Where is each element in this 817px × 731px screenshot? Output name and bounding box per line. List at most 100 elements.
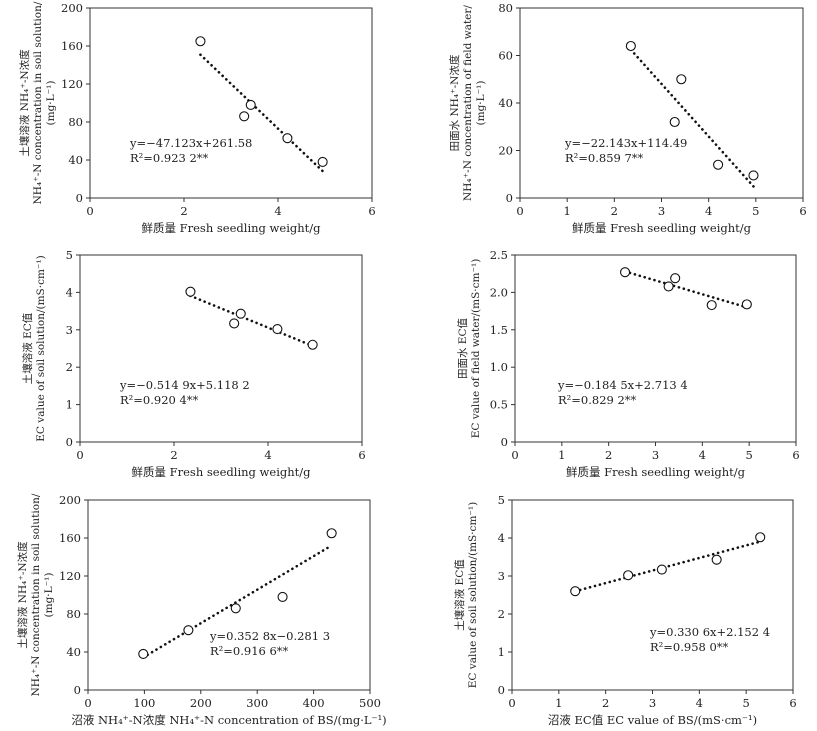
y-tick-label: 0 xyxy=(76,191,83,205)
chart-panel-5: 0 100 200 300 400 500 0 40 80 120 160 200 沼液 NH₄⁺-N浓… xyxy=(16,493,387,727)
y-axis-label: EC value of field water/(mS·cm⁻¹) xyxy=(470,259,482,439)
y-axis-label: NH₄⁺-N concentration in soil solution/ xyxy=(30,493,42,696)
data-point xyxy=(570,586,581,597)
data-point xyxy=(138,648,149,659)
x-tick-label: 0 xyxy=(86,204,93,218)
y-tick-label: 1.0 xyxy=(490,360,508,374)
data-point xyxy=(620,267,631,278)
regression-line xyxy=(199,53,324,173)
x-tick-label: 2 xyxy=(180,204,187,218)
chart-panel-4: 0 1 2 3 4 5 6 0 0.5 1.0 1.5 2.0 2.5 鲜质量 Fresh seedlin… xyxy=(456,248,800,479)
data-point xyxy=(711,554,722,565)
regression-line xyxy=(623,270,749,309)
data-point xyxy=(183,625,194,636)
data-point xyxy=(670,273,681,284)
x-tick-label: 400 xyxy=(303,696,325,710)
y-tick-label: 0 xyxy=(66,435,73,449)
regression-equation: y=−47.123x+261.58 xyxy=(129,136,252,150)
data-point xyxy=(195,36,206,47)
y-tick-label: 0 xyxy=(498,683,505,697)
y-axis-label: 田面水 EC值 xyxy=(456,317,469,379)
y-tick-label: 160 xyxy=(61,39,83,53)
x-tick-label: 6 xyxy=(792,448,799,462)
x-axis-label: 鲜质量 Fresh seedling weight/g xyxy=(572,221,752,235)
x-tick-label: 4 xyxy=(699,448,706,462)
y-tick-label: 5 xyxy=(66,248,73,262)
plot-frame xyxy=(511,499,794,691)
plot-frame xyxy=(514,254,797,443)
x-axis-label: 鲜质量 Fresh seedling weight/g xyxy=(131,465,311,479)
y-tick-label: 1 xyxy=(498,645,505,659)
regression-line xyxy=(189,294,314,348)
x-tick-label: 5 xyxy=(743,696,750,710)
regression-equation: y=0.330 6x+2.152 4 xyxy=(649,625,770,639)
y-tick-label: 200 xyxy=(59,493,81,507)
regression-equation: y=−0.184 5x+2.713 4 xyxy=(557,378,688,392)
x-axis-label: 沼液 NH₄⁺-N浓度 NH₄⁺-N concentration of BS/(… xyxy=(71,713,386,727)
data-point xyxy=(230,603,241,614)
r-squared-label: R²=0.829 2** xyxy=(558,393,637,407)
y-tick-label: 2.5 xyxy=(490,248,508,262)
y-tick-label: 5 xyxy=(498,493,505,507)
y-tick-label: 3 xyxy=(66,323,73,337)
data-point xyxy=(669,116,680,128)
y-axis-label: (mg·L⁻¹) xyxy=(45,81,57,126)
y-tick-label: 120 xyxy=(59,569,81,583)
data-point xyxy=(623,570,634,581)
regression-line xyxy=(629,48,755,188)
x-tick-label: 2 xyxy=(170,448,177,462)
y-tick-label: 120 xyxy=(61,77,83,91)
y-axis-label: 田面水 NH₄⁺-N浓度 xyxy=(448,54,461,151)
x-tick-label: 300 xyxy=(246,696,268,710)
x-tick-label: 5 xyxy=(746,448,753,462)
y-tick-label: 0 xyxy=(501,435,508,449)
x-tick-label: 1 xyxy=(555,696,562,710)
x-tick-label: 3 xyxy=(649,696,656,710)
x-tick-label: 2 xyxy=(611,204,618,218)
data-point xyxy=(235,308,246,319)
regression-equation: y=0.352 8x−0.281 3 xyxy=(209,629,330,643)
x-tick-label: 0 xyxy=(76,448,83,462)
data-point xyxy=(741,299,752,310)
y-tick-label: 60 xyxy=(498,49,513,63)
x-tick-label: 0 xyxy=(84,696,91,710)
x-tick-label: 3 xyxy=(658,204,665,218)
y-tick-label: 2.0 xyxy=(490,285,508,299)
data-point xyxy=(755,532,766,543)
y-tick-label: 80 xyxy=(68,115,83,129)
x-tick-label: 1 xyxy=(558,448,565,462)
data-point xyxy=(239,111,250,122)
x-tick-label: 1 xyxy=(564,204,571,218)
x-tick-label: 6 xyxy=(368,204,375,218)
x-tick-label: 200 xyxy=(190,696,212,710)
y-tick-label: 2 xyxy=(498,607,505,621)
x-tick-label: 4 xyxy=(264,448,271,462)
r-squared-label: R²=0.958 0** xyxy=(650,640,729,654)
x-tick-label: 6 xyxy=(789,696,796,710)
r-squared-label: R²=0.923 2** xyxy=(130,151,209,165)
x-tick-label: 100 xyxy=(133,696,155,710)
y-tick-label: 40 xyxy=(498,96,513,110)
y-tick-label: 0 xyxy=(74,683,81,697)
y-tick-label: 2 xyxy=(66,360,73,374)
x-tick-label: 6 xyxy=(358,448,365,462)
x-axis-label: 沼液 EC值 EC value of BS/(mS·cm⁻¹) xyxy=(548,713,757,727)
x-tick-label: 2 xyxy=(605,448,612,462)
plot-frame xyxy=(87,499,371,691)
plot-frame xyxy=(89,7,373,199)
y-tick-label: 0 xyxy=(506,191,513,205)
x-axis-label: 鲜质量 Fresh seedling weight/g xyxy=(141,221,321,235)
data-point xyxy=(282,133,293,144)
r-squared-label: R²=0.920 4** xyxy=(120,393,199,407)
data-point xyxy=(663,281,674,292)
data-point xyxy=(676,74,687,85)
regression-line xyxy=(141,544,333,659)
y-axis-label: 土壤溶液 EC值 xyxy=(21,312,34,384)
y-tick-label: 0.5 xyxy=(490,398,508,412)
y-tick-label: 3 xyxy=(498,569,505,583)
y-tick-label: 4 xyxy=(66,285,73,299)
y-axis-label: 土壤溶液 EC值 xyxy=(453,559,466,631)
data-point xyxy=(272,324,283,335)
x-axis-label: 鲜质量 Fresh seedling weight/g xyxy=(566,465,746,479)
